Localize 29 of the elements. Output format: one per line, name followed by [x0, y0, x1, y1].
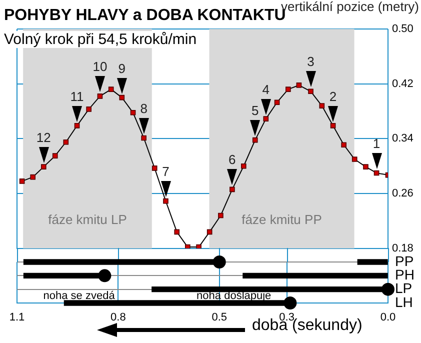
- y-tick-label: 0.50: [392, 23, 414, 36]
- annotation: 11: [69, 88, 85, 104]
- y-tick-label: 0.34: [392, 132, 414, 145]
- annotation: 12: [35, 130, 52, 145]
- chart-subtitle: Volný krok při 54,5 kroků/min: [4, 31, 197, 48]
- y-tick-label: LH: [395, 294, 413, 310]
- annotation: 7: [161, 164, 170, 180]
- y-tick-label: PH: [395, 266, 414, 283]
- annotation: 6: [228, 152, 237, 168]
- x-tick-label: 1.1: [9, 312, 25, 324]
- annotation: 1: [372, 136, 382, 151]
- annotation: 3: [306, 54, 316, 70]
- annotation: 5: [250, 103, 260, 118]
- y-tick-label: 0.42: [392, 78, 414, 90]
- y-tick-label: 0.26: [392, 188, 414, 200]
- annotation: 9: [117, 60, 126, 76]
- y-tick-label: PP: [395, 252, 414, 269]
- x-tick-label: 0.5: [212, 312, 228, 324]
- y-tick-label: 0.18: [392, 242, 414, 254]
- y-tick-label: LP: [395, 280, 412, 296]
- x-tick-label: 0.0: [380, 312, 396, 324]
- band-label: fáze kmitu LP: [48, 212, 127, 227]
- band-label: fáze kmitu PP: [242, 212, 322, 227]
- annotation: 10: [92, 59, 108, 74]
- annotation: 4: [261, 82, 271, 97]
- annotation: noha se zvedá: [43, 290, 116, 302]
- x-tick-label: 0.8: [110, 312, 126, 324]
- annotation: 8: [139, 101, 148, 116]
- annotation: 2: [328, 88, 338, 104]
